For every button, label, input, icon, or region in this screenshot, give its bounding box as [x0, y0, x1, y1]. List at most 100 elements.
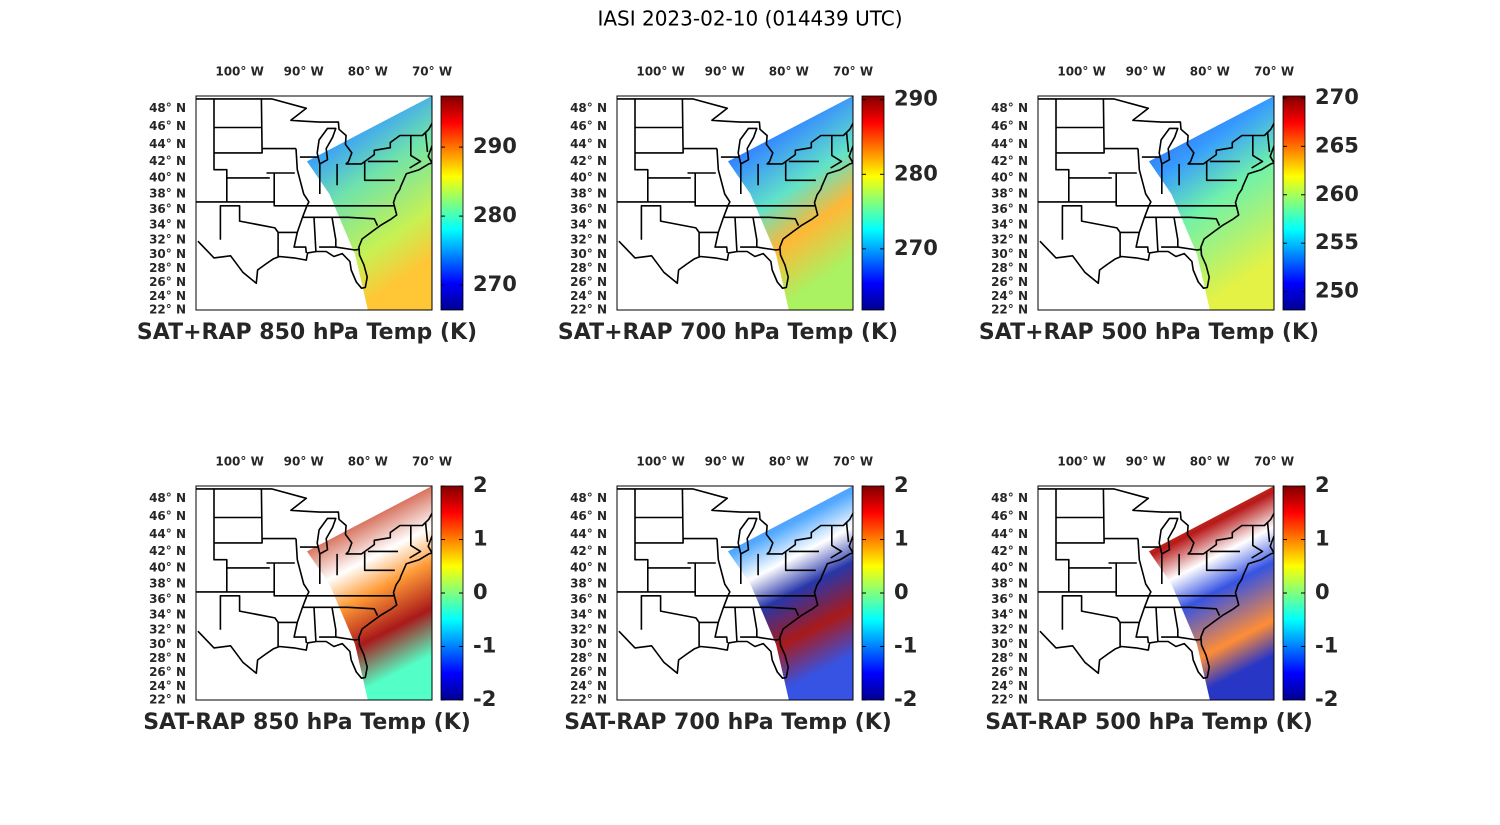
lat-label: 40° N [570, 560, 607, 574]
data-swath [1148, 486, 1274, 700]
lon-label: 80° W [769, 65, 809, 79]
lat-label: 46° N [991, 509, 1028, 523]
lat-label: 38° N [570, 186, 607, 200]
lat-label: 34° N [991, 217, 1028, 231]
lon-label: 70° W [833, 65, 873, 79]
lat-label: 36° N [149, 592, 186, 606]
map-panel: 100° W 90° W 80° W 70° W 22° N24° N26° N28° … [143, 455, 496, 736]
lat-label: 36° N [570, 202, 607, 216]
lat-label: 46° N [570, 119, 607, 133]
lat-label: 42° N [570, 154, 607, 168]
map-area [196, 96, 432, 310]
colorbar-label: -1 [473, 634, 496, 658]
lat-label: 28° N [991, 261, 1028, 275]
lon-label: 70° W [1254, 455, 1294, 469]
map-area [617, 96, 853, 310]
lat-label: 34° N [570, 217, 607, 231]
lat-label: 40° N [570, 170, 607, 184]
lat-label: 44° N [149, 137, 186, 151]
lat-label: 44° N [991, 527, 1028, 541]
data-swath [306, 96, 432, 310]
lat-label: 44° N [570, 137, 607, 151]
lon-label: 70° W [412, 455, 452, 469]
colorbar-label: -2 [473, 687, 496, 711]
lat-label: 26° N [570, 275, 607, 289]
colorbar-label: 1 [473, 527, 488, 551]
map-panel: 100° W 90° W 80° W 70° W 22° N24° N26° N28° … [985, 455, 1338, 736]
map-outline [617, 488, 853, 679]
lat-label: 42° N [570, 544, 607, 558]
map-frame [195, 485, 433, 701]
lon-label: 90° W [1126, 455, 1166, 469]
panel-title: SAT+RAP 500 hPa Temp (K) [979, 320, 1319, 345]
map-frame [1037, 95, 1275, 311]
lat-label: 36° N [991, 592, 1028, 606]
colorbar-label: -1 [894, 634, 917, 658]
lon-label: 100° W [1057, 65, 1105, 79]
map-area [1038, 486, 1274, 700]
map-outline [1038, 488, 1274, 679]
lat-label: 48° N [991, 101, 1028, 115]
lon-label: 80° W [1190, 455, 1230, 469]
lat-label: 46° N [149, 509, 186, 523]
colorbar [440, 95, 464, 311]
lat-label: 40° N [149, 560, 186, 574]
map-panel: 100° W 90° W 80° W 70° W 22° N24° N26° N28° … [558, 65, 938, 346]
lat-label: 26° N [991, 665, 1028, 679]
colorbar-label: 1 [1315, 527, 1330, 551]
lat-label: 46° N [149, 119, 186, 133]
lat-label: 26° N [570, 665, 607, 679]
lon-label: 80° W [348, 65, 388, 79]
lat-label: 46° N [991, 119, 1028, 133]
lat-label: 38° N [991, 186, 1028, 200]
lat-label: 32° N [991, 622, 1028, 636]
map-outline [617, 98, 853, 289]
lat-label: 26° N [991, 275, 1028, 289]
lat-label: 48° N [149, 101, 186, 115]
colorbar-label: 0 [1315, 580, 1330, 604]
lat-label: 34° N [991, 607, 1028, 621]
colorbar-label: 265 [1315, 133, 1359, 157]
lat-label: 36° N [991, 202, 1028, 216]
lat-label: 22° N [991, 693, 1028, 707]
colorbar-label: 2 [473, 473, 488, 497]
lon-label: 70° W [412, 65, 452, 79]
colorbar-label: 255 [1315, 230, 1359, 254]
lat-label: 38° N [149, 576, 186, 590]
lat-label: 22° N [991, 303, 1028, 317]
panel-title: SAT-RAP 500 hPa Temp (K) [985, 710, 1313, 735]
map-panel: 100° W 90° W 80° W 70° W 22° N24° N26° N28° … [979, 65, 1359, 346]
lat-label: 40° N [991, 560, 1028, 574]
lat-label: 38° N [991, 576, 1028, 590]
lat-label: 42° N [991, 544, 1028, 558]
lat-label: 22° N [570, 303, 607, 317]
lat-label: 48° N [570, 491, 607, 505]
lat-label: 46° N [570, 509, 607, 523]
lat-label: 28° N [991, 651, 1028, 665]
colorbar-label: 260 [1315, 182, 1359, 206]
colorbar-label: 270 [473, 272, 517, 296]
lat-label: 24° N [991, 289, 1028, 303]
lat-label: 26° N [149, 665, 186, 679]
lat-label: 30° N [991, 247, 1028, 261]
colorbar-label: 290 [894, 87, 938, 111]
lat-label: 30° N [991, 637, 1028, 651]
map-outline [196, 488, 432, 679]
lat-label: 32° N [570, 232, 607, 246]
colorbar-label: -1 [1315, 634, 1338, 658]
lat-label: 30° N [149, 637, 186, 651]
figure-title: IASI 2023-02-10 (014439 UTC) [597, 7, 902, 31]
lon-label: 80° W [1190, 65, 1230, 79]
lat-label: 22° N [149, 303, 186, 317]
map-frame [616, 485, 854, 701]
lat-label: 30° N [570, 247, 607, 261]
colorbar [861, 95, 885, 311]
colorbar-label: 270 [1315, 85, 1359, 109]
lon-label: 90° W [705, 65, 745, 79]
lat-label: 24° N [570, 289, 607, 303]
lat-label: 34° N [149, 217, 186, 231]
lon-label: 100° W [636, 455, 684, 469]
lat-label: 44° N [991, 137, 1028, 151]
lat-label: 22° N [570, 693, 607, 707]
